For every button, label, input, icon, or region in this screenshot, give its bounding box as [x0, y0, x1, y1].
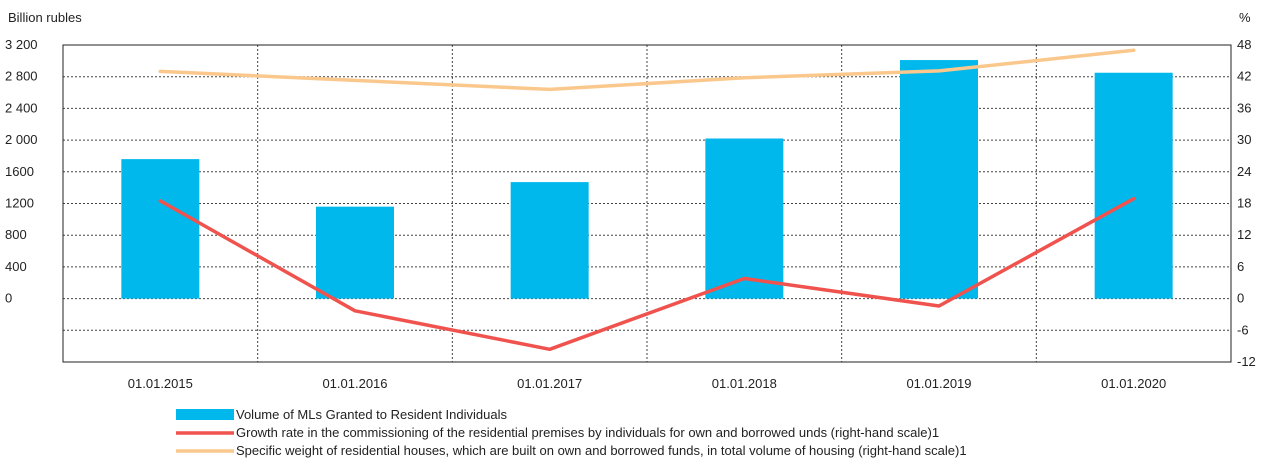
bar — [121, 159, 200, 299]
series-line — [158, 48, 1136, 92]
left-tick-label: 2 000 — [5, 132, 38, 147]
right-tick-label: -12 — [1237, 354, 1256, 369]
x-tick-label: 01.01.2016 — [322, 376, 387, 391]
x-axis-ticks: 01.01.2015 01.01.2016 01.01.2017 01.01.2018… — [128, 376, 1166, 391]
x-tick-label: 01.01.2018 — [712, 376, 777, 391]
right-tick-label: 48 — [1237, 37, 1251, 52]
left-tick-label: 800 — [5, 227, 27, 242]
right-tick-label: 18 — [1237, 196, 1251, 211]
plot-frame — [62, 44, 1232, 363]
bar — [1094, 72, 1173, 299]
left-tick-label: 3 200 — [5, 37, 38, 52]
legend-label: Growth rate in the commissioning of the … — [236, 425, 939, 440]
right-tick-label: 30 — [1237, 132, 1251, 147]
x-tick-label: 01.01.2019 — [906, 376, 971, 391]
left-tick-label: 400 — [5, 259, 27, 274]
x-tick-label: 01.01.2017 — [517, 376, 582, 391]
bar — [900, 60, 978, 299]
left-tick-label: 2 800 — [5, 69, 38, 84]
left-axis-ticks: 3 200 2 800 2 400 2 000 1600 1200 800 400 0 — [5, 37, 38, 306]
bar — [510, 182, 589, 299]
right-tick-label: 6 — [1237, 259, 1244, 274]
left-axis-label: Billion rubles — [8, 10, 82, 25]
right-tick-label: 24 — [1237, 164, 1251, 179]
right-axis-label: % — [1239, 10, 1251, 25]
right-tick-label: 12 — [1237, 227, 1251, 242]
series-line — [158, 196, 1136, 352]
x-tick-label: 01.01.2015 — [128, 376, 193, 391]
left-tick-label: 1600 — [5, 164, 34, 179]
legend-label: Specific weight of residential houses, w… — [236, 443, 967, 458]
right-tick-label: 36 — [1237, 100, 1251, 115]
left-tick-label: 0 — [5, 291, 12, 306]
left-tick-label: 1200 — [5, 196, 34, 211]
legend-swatch-bar — [176, 409, 234, 420]
x-tick-label: 01.01.2020 — [1101, 376, 1166, 391]
right-axis-ticks: 48 42 36 30 24 18 12 6 0 -6 -12 — [1237, 37, 1256, 369]
bar — [705, 138, 784, 299]
legend: Volume of MLs Granted to Resident Indivi… — [176, 407, 967, 458]
right-tick-label: 0 — [1237, 291, 1244, 306]
right-tick-label: -6 — [1237, 322, 1249, 337]
left-tick-label: 2 400 — [5, 100, 38, 115]
legend-label: Volume of MLs Granted to Resident Indivi… — [236, 407, 507, 422]
bar-series — [121, 60, 1173, 299]
grid — [62, 44, 1232, 363]
right-tick-label: 42 — [1237, 69, 1251, 84]
bar — [316, 206, 394, 299]
line-series — [158, 48, 1136, 352]
